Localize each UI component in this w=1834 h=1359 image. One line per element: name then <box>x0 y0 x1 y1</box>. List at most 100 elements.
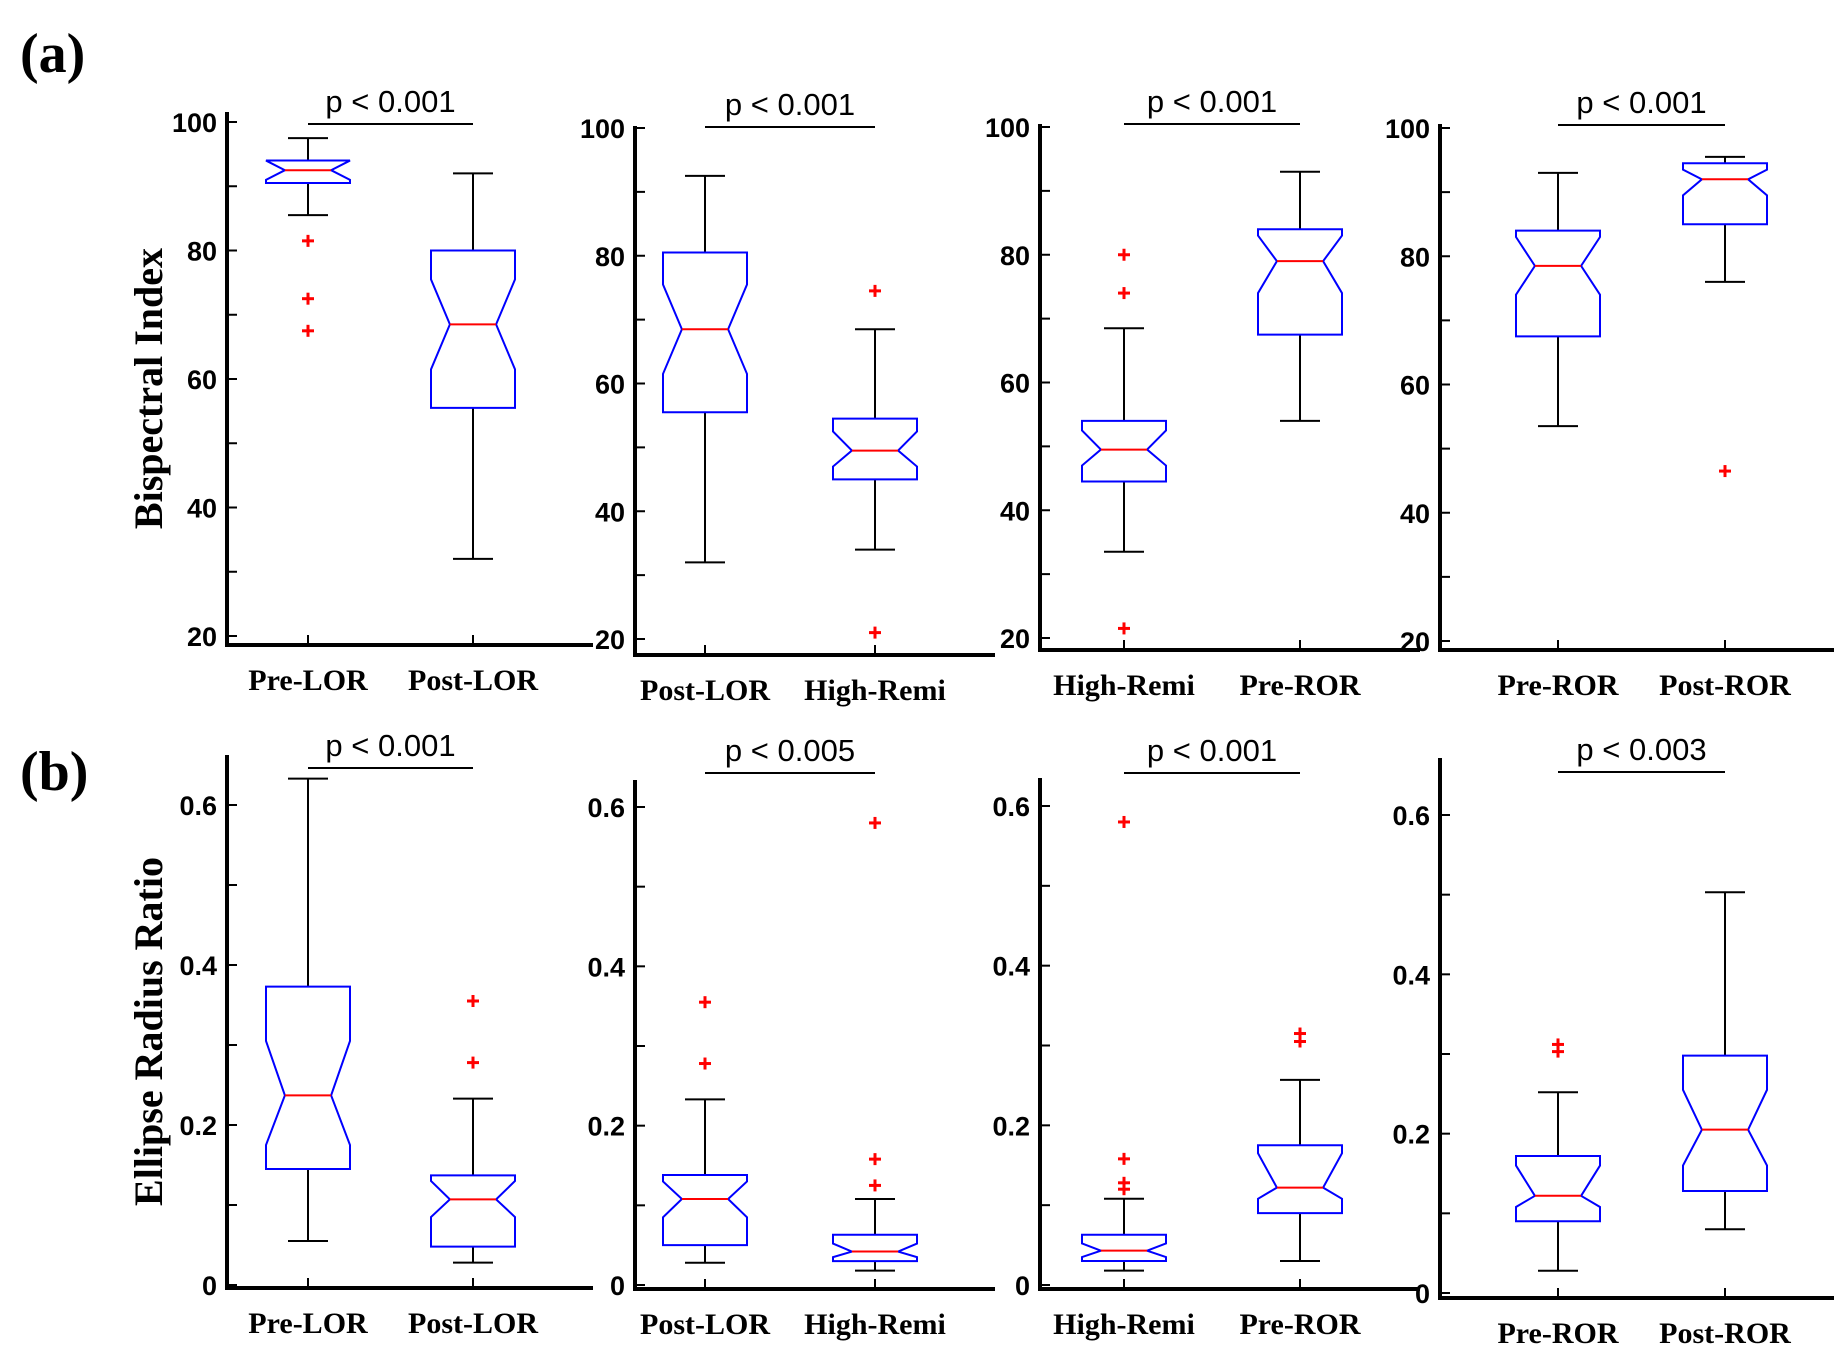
panel-label: (a) <box>20 23 85 85</box>
y-tick-label: 40 <box>1400 499 1430 529</box>
x-tick-label: Pre-LOR <box>248 664 368 697</box>
x-tick-label: Post-LOR <box>408 664 538 697</box>
x-tick-label: High-Remi <box>804 674 946 707</box>
x-tick-label: High-Remi <box>1053 669 1195 702</box>
outlier-marker <box>869 1179 881 1192</box>
y-axis-label: Bispectral Index <box>126 248 171 529</box>
outlier-marker <box>467 995 479 1007</box>
y-tick-label: 0.4 <box>1392 960 1430 990</box>
outlier-marker <box>869 816 881 829</box>
significance-label: p < 0.003 <box>1576 732 1706 767</box>
y-tick-label: 0.6 <box>1392 801 1430 831</box>
panel-label: (b) <box>20 741 88 803</box>
panel-2: 20 40 60 80 100 Post-LOR High-Remi p < 0.001 <box>580 87 995 707</box>
outlier-marker <box>1118 622 1130 635</box>
box-high-remi <box>1081 815 1167 1272</box>
panel-7: 0 0.2 0.4 0.6 High-Remi Pre-ROR p < 0.001 <box>992 733 1420 1341</box>
notched-box <box>265 159 351 185</box>
notched-box <box>1257 1144 1343 1215</box>
x-tick-label: Post-LOR <box>408 1307 538 1340</box>
box-high-remi <box>832 816 918 1272</box>
box-post-ror <box>1682 891 1768 1231</box>
y-tick-label: 0.4 <box>587 952 625 982</box>
box-pre-ror <box>1515 1038 1601 1272</box>
significance-label: p < 0.001 <box>725 87 855 122</box>
x-tick-label: Post-LOR <box>640 1308 770 1341</box>
significance-label: p < 0.001 <box>1147 733 1277 768</box>
box-post-lor <box>430 995 516 1264</box>
y-tick-label: 60 <box>1400 371 1430 401</box>
y-tick-label: 0.2 <box>587 1112 625 1142</box>
notched-box <box>430 249 516 409</box>
y-tick-label: 0 <box>610 1271 625 1301</box>
significance-label: p < 0.001 <box>325 84 455 119</box>
panel-1: 20 40 60 80 100 Pre-LOR Post-LOR p < 0.001 (a) Bi… <box>20 23 593 697</box>
y-tick-label: 100 <box>985 113 1030 143</box>
y-tick-label: 0.6 <box>992 792 1030 822</box>
x-tick-label: Post-ROR <box>1659 1317 1791 1350</box>
panel-6: 0 0.2 0.4 0.6 Post-LOR High-Remi p < 0.005 <box>587 733 995 1341</box>
outlier-marker <box>1552 1045 1564 1058</box>
outlier-marker <box>869 284 881 297</box>
notched-box <box>430 1174 516 1248</box>
y-tick-label: 60 <box>1000 369 1030 399</box>
y-tick-label: 100 <box>1385 114 1430 144</box>
notched-box <box>1081 419 1167 483</box>
box-post-lor <box>430 172 516 560</box>
y-tick-label: 80 <box>1000 241 1030 271</box>
outlier-marker <box>1118 1183 1130 1196</box>
y-tick-label: 0.2 <box>992 1111 1030 1141</box>
y-tick-label: 0 <box>202 1271 217 1301</box>
y-tick-label: 0.4 <box>179 951 217 981</box>
y-tick-label: 80 <box>187 237 217 267</box>
y-tick-label: 40 <box>595 497 625 527</box>
notched-box <box>265 985 351 1170</box>
panel-5: 0 0.2 0.4 0.6 Pre-LOR Post-LOR p < 0.001 (b) Ell… <box>20 728 593 1340</box>
notched-box <box>1515 229 1601 338</box>
notched-box <box>1682 1054 1768 1193</box>
x-tick-label: Post-LOR <box>640 674 770 707</box>
notched-box <box>1682 162 1768 226</box>
outlier-marker <box>699 996 711 1009</box>
y-tick-label: 20 <box>595 625 625 655</box>
y-tick-label: 40 <box>187 494 217 524</box>
notched-box <box>1515 1154 1601 1223</box>
notched-box <box>1257 228 1343 336</box>
y-tick-label: 0.4 <box>992 952 1030 982</box>
notched-box <box>1081 1233 1167 1263</box>
outlier-marker <box>869 626 881 639</box>
box-post-lor <box>662 996 748 1264</box>
box-post-ror <box>1682 155 1768 478</box>
y-tick-label: 100 <box>172 108 217 138</box>
panel-8: 0 0.2 0.4 0.6 Pre-ROR Post-ROR p < 0.003 <box>1392 732 1834 1350</box>
box-high-remi <box>1081 248 1167 635</box>
box-pre-ror <box>1257 170 1343 422</box>
outlier-marker <box>1118 1152 1130 1165</box>
significance-label: p < 0.001 <box>1147 84 1277 119</box>
x-tick-label: Post-ROR <box>1659 669 1791 702</box>
outlier-marker <box>699 1057 711 1070</box>
significance-label: p < 0.001 <box>325 728 455 763</box>
y-tick-label: 20 <box>1400 627 1430 657</box>
x-tick-label: Pre-ROR <box>1497 1317 1618 1350</box>
y-tick-label: 0.2 <box>1392 1120 1430 1150</box>
x-tick-label: High-Remi <box>804 1308 946 1341</box>
panel-4: 20 40 60 80 100 Pre-ROR Post-ROR p < 0.001 <box>1385 85 1834 702</box>
y-tick-label: 0.6 <box>179 791 217 821</box>
outlier-marker <box>1294 1035 1306 1048</box>
x-tick-label: Pre-ROR <box>1497 669 1618 702</box>
outlier-marker <box>302 292 314 305</box>
box-pre-ror <box>1257 1027 1343 1263</box>
y-tick-label: 100 <box>580 114 625 144</box>
y-tick-label: 80 <box>1400 242 1430 272</box>
y-tick-label: 40 <box>1000 496 1030 526</box>
outlier-marker <box>1118 248 1130 261</box>
box-high-remi <box>832 284 918 639</box>
notched-box <box>832 1233 918 1263</box>
x-tick-label: Pre-ROR <box>1239 669 1360 702</box>
outlier-marker <box>302 234 314 247</box>
x-tick-label: Pre-LOR <box>248 1307 368 1340</box>
box-pre-lor <box>265 137 351 337</box>
y-tick-label: 0.6 <box>587 793 625 823</box>
